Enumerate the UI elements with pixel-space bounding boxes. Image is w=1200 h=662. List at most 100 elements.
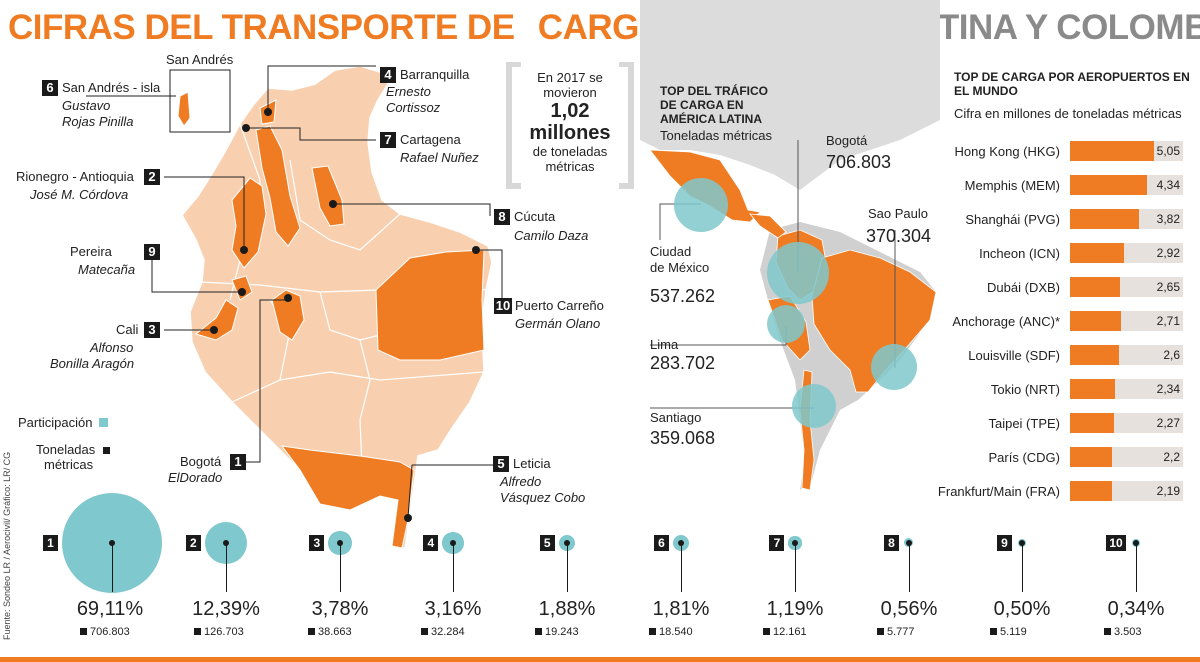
stat-value: 1,02 — [550, 100, 590, 122]
bar — [1070, 243, 1124, 263]
label-cucuta: Cúcuta — [514, 209, 556, 224]
bar-value-label: 3,82 — [1156, 212, 1180, 226]
bubble-rank-badge: 5 — [539, 535, 555, 551]
badge-3: 3 — [144, 322, 160, 338]
airport-san-andres-2: Rojas Pinilla — [62, 114, 134, 129]
latam-lima-name: Lima — [650, 337, 679, 352]
dept-bolivar — [255, 125, 301, 247]
bar — [1070, 209, 1139, 229]
bubble-leader-line — [112, 543, 113, 592]
bubble-leader-line — [226, 543, 227, 592]
label-cartagena: Cartagena — [400, 132, 461, 147]
bar — [1070, 345, 1119, 365]
bubble-percent-label: 3,78% — [311, 598, 369, 620]
bubble-rank-badge: 1 — [43, 535, 58, 551]
bubble-percent-label: 0,56% — [880, 598, 938, 620]
bar — [1070, 447, 1112, 467]
latam-title-2: DE CARGA EN — [660, 98, 744, 112]
source-note: Fuente: Sondeo LR / Aerocivil/ Gráfico: … — [2, 451, 12, 640]
bar-label: Taipei (TPE) — [988, 416, 1060, 431]
bubble-tons-label: 3.503 — [1104, 626, 1142, 638]
latam-title-3: AMÉRICA LATINA — [660, 112, 762, 126]
airport-leticia-1: Alfredo — [500, 474, 542, 489]
bar-label: Anchorage (ANC)* — [952, 314, 1060, 329]
airport-barranquilla-2: Cortissoz — [386, 100, 441, 115]
dept-norte-santander — [311, 165, 345, 227]
legend-participacion-text: Participación — [18, 415, 93, 430]
stat-line4: métricas — [545, 159, 595, 174]
bubble-tons-label: 18.540 — [649, 626, 693, 638]
colombia-map — [86, 65, 503, 549]
badge-2: 2 — [144, 169, 160, 185]
bar-label: Dubái (DXB) — [987, 280, 1060, 295]
bar-value-label: 5,05 — [1156, 144, 1180, 158]
bar-value-label: 2,92 — [1156, 246, 1180, 260]
bar — [1070, 413, 1114, 433]
legend-toneladas: Toneladas — [36, 442, 110, 458]
legend-participacion: Participación — [18, 415, 109, 431]
bubble-leader-line — [795, 543, 796, 592]
label-barranquilla: Barranquilla — [400, 67, 470, 82]
latam-bogota-value: 706.803 — [826, 152, 892, 172]
bubble-rank-badge: 6 — [653, 535, 669, 551]
airport-cartagena: Rafael Nuñez — [400, 150, 479, 165]
dept-vichada — [375, 249, 485, 361]
airport-pereira: Matecaña — [78, 262, 136, 277]
bubble-leader-line — [567, 543, 568, 592]
bar-value-label: 2,34 — [1156, 382, 1180, 396]
bar — [1070, 311, 1121, 331]
central-america — [749, 213, 787, 239]
bubble-percent-label: 69,11% — [76, 598, 144, 620]
airport-puerto-carreno: Germán Olano — [515, 316, 601, 331]
label-cali: Cali — [116, 322, 139, 337]
airport-barranquilla-1: Ernesto — [386, 84, 431, 99]
bubble-percent-label: 12,39% — [192, 598, 260, 620]
legend-toneladas-text2: métricas — [44, 457, 94, 472]
bubble-rank-badge: 7 — [769, 535, 785, 551]
title-part1: CIFRAS DEL TRANSPORTE DE — [8, 8, 515, 47]
latam-saopaulo-value: 370.304 — [866, 226, 932, 246]
bubble-percent-label: 0,34% — [1107, 598, 1165, 620]
bubble-leader-line — [681, 543, 682, 592]
legend-toneladas-text1: Toneladas — [36, 442, 96, 457]
latam-lima-value: 283.702 — [650, 353, 716, 373]
badge-8: 8 — [494, 209, 510, 225]
bar — [1070, 175, 1147, 195]
bar-label: Shanghái (PVG) — [965, 212, 1060, 227]
stat-line3: de toneladas — [532, 144, 608, 159]
badge-1: 1 — [230, 454, 246, 470]
bubble-leader-line — [1136, 543, 1137, 592]
bubble-rank-badge: 4 — [423, 535, 439, 551]
latam-title-1: TOP DEL TRÁFICO — [660, 84, 769, 98]
bar-value-label: 2,27 — [1156, 416, 1180, 430]
bubble-tons-label: 38.663 — [308, 626, 352, 638]
bar-value-label: 2,2 — [1163, 450, 1180, 464]
airport-bogota: ElDorado — [168, 470, 223, 485]
north-america-land — [640, 0, 940, 190]
bar — [1070, 379, 1115, 399]
latam-subtitle: Toneladas métricas — [660, 128, 772, 143]
bubble-tons-label: 32.284 — [421, 626, 465, 638]
bottom-rule — [0, 657, 1200, 662]
bubble-tons-label: 19.243 — [535, 626, 579, 638]
dept-san-andres-main — [177, 91, 191, 127]
latam-santiago-name: Santiago — [650, 410, 702, 425]
bubble-leader-line — [909, 543, 910, 592]
legend-toneladas-swatch — [102, 447, 110, 454]
bubble-rank-badge: 3 — [309, 535, 325, 551]
airport-cali-1: Alfonso — [90, 340, 134, 355]
bar-label: Hong Kong (HKG) — [954, 144, 1061, 159]
bar-value-label: 2,71 — [1156, 314, 1180, 328]
bar-label: Memphis (MEM) — [964, 178, 1060, 193]
latam-cdmx-value: 537.262 — [650, 286, 716, 306]
bar-value-label: 4,34 — [1156, 178, 1180, 192]
bar-label: Louisville (SDF) — [968, 348, 1060, 363]
badge-7: 7 — [380, 132, 396, 148]
badge-5: 5 — [493, 456, 509, 472]
bubble-tons-label: 5.777 — [877, 626, 915, 638]
bubble-percent-label: 1,88% — [538, 598, 596, 620]
airport-leticia-2: Vásquez Cobo — [500, 490, 586, 505]
bubble-percent-label: 0,50% — [993, 598, 1051, 620]
label-puerto-carreno: Puerto Carreño — [515, 298, 604, 313]
airport-cali-2: Bonilla Aragón — [50, 356, 135, 371]
